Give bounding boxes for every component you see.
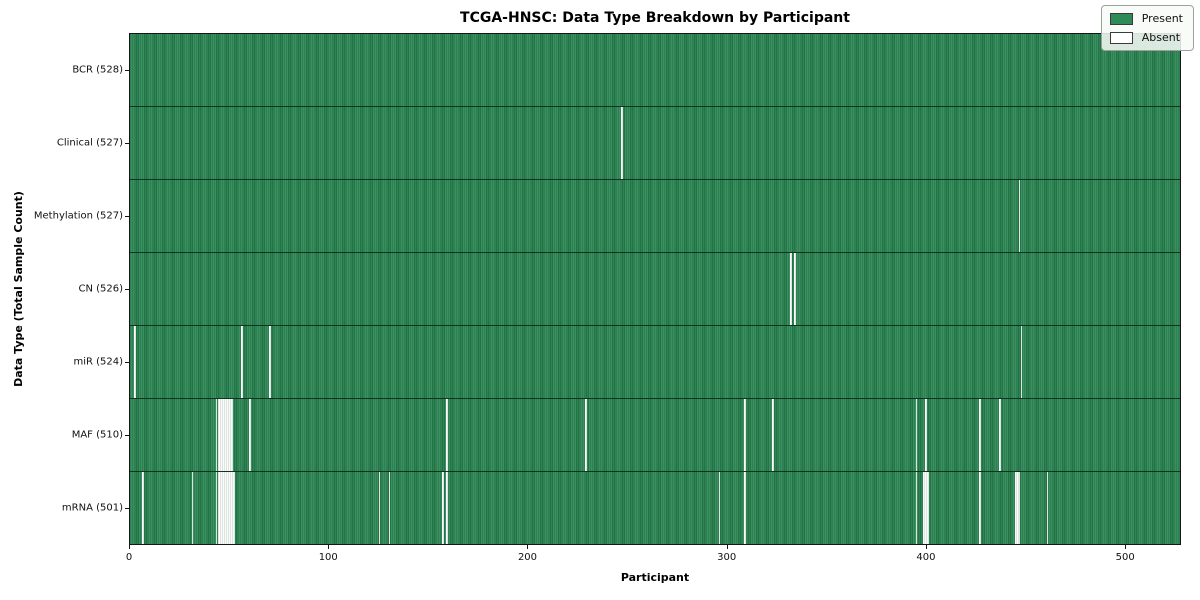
- absent-cell: [1018, 472, 1021, 544]
- legend-label: Present: [1141, 12, 1183, 25]
- absent-cell: [219, 399, 222, 471]
- absent-cell: [227, 472, 230, 544]
- absent-cell: [772, 399, 774, 471]
- x-tick-label: 100: [318, 552, 338, 563]
- absent-cell: [215, 472, 218, 544]
- x-tick-mark: [527, 545, 529, 549]
- absent-cell: [249, 399, 251, 471]
- absent-cell: [1016, 472, 1019, 544]
- absent-cell: [718, 472, 721, 544]
- y-tick-label-BCR: BCR (528): [72, 64, 123, 76]
- x-tick-label: 200: [517, 552, 538, 563]
- absent-cell: [133, 326, 136, 398]
- absent-cell: [979, 472, 981, 544]
- absent-cell: [621, 107, 623, 179]
- absent-cell: [223, 399, 226, 471]
- y-tick-mark: [125, 435, 129, 437]
- absent-cell: [915, 472, 918, 544]
- chart-title: TCGA-HNSC: Data Type Breakdown by Partic…: [460, 10, 850, 26]
- absent-cell: [585, 399, 587, 471]
- absent-cell: [925, 472, 928, 544]
- heatmap-row-CN: [130, 252, 1180, 325]
- x-tick-mark: [129, 545, 130, 549]
- y-tick-label-Clinical: Clinical (527): [56, 137, 123, 149]
- y-tick-mark: [125, 142, 129, 144]
- absent-cell: [979, 399, 981, 471]
- legend-item-absent: Absent: [1109, 31, 1183, 44]
- absent-cell: [1020, 326, 1023, 398]
- legend-item-present: Present: [1109, 12, 1183, 25]
- legend-label: Absent: [1141, 31, 1181, 44]
- y-tick-mark: [125, 508, 129, 510]
- legend: Present Absent: [1100, 5, 1194, 51]
- heatmap-row-Clinical: [130, 106, 1180, 179]
- x-tick-label: 300: [717, 552, 737, 563]
- absent-cell: [215, 399, 218, 471]
- absent-cell: [927, 472, 930, 544]
- heatmap-row-miR: [130, 325, 1180, 398]
- x-tick-mark: [726, 545, 728, 549]
- legend-swatch-present: [1109, 12, 1133, 25]
- absent-cell: [241, 326, 243, 398]
- absent-cell: [229, 472, 231, 544]
- x-tick-label: 500: [1115, 552, 1135, 563]
- y-tick-label-CN: CN (526): [78, 283, 123, 295]
- absent-cell: [141, 472, 144, 544]
- absent-cell: [269, 326, 271, 398]
- y-tick-label-Methylation: Methylation (527): [33, 210, 123, 222]
- legend-swatch-absent: [1109, 31, 1133, 44]
- absent-cell: [223, 472, 226, 544]
- absent-cell: [219, 472, 222, 544]
- y-tick-mark: [125, 362, 129, 364]
- absent-cell: [999, 399, 1001, 471]
- x-tick-label: 400: [916, 552, 936, 563]
- absent-cell: [217, 399, 220, 471]
- y-tick-label-mRNA: mRNA (501): [61, 502, 123, 514]
- x-tick-mark: [925, 545, 927, 549]
- absent-cell: [229, 399, 231, 471]
- y-axis-label: Data Type (Total Sample Count): [12, 191, 25, 387]
- absent-cell: [442, 472, 444, 544]
- heatmap-row-mRNA: [130, 471, 1180, 544]
- y-tick-label-MAF: MAF (510): [71, 429, 123, 441]
- absent-cell: [1018, 180, 1021, 252]
- absent-cell: [217, 472, 220, 544]
- y-tick-mark: [125, 69, 129, 71]
- absent-cell: [231, 399, 233, 471]
- absent-cell: [446, 399, 448, 471]
- x-axis-label: Participant: [620, 571, 690, 584]
- absent-cell: [233, 472, 235, 544]
- absent-cell: [225, 399, 228, 471]
- absent-cell: [221, 399, 224, 471]
- heatmap-row-MAF: [130, 398, 1180, 471]
- absent-cell: [744, 472, 747, 544]
- absent-cell: [744, 399, 747, 471]
- absent-cell: [388, 472, 391, 544]
- absent-cell: [925, 399, 928, 471]
- x-tick-label: 0: [125, 552, 133, 563]
- heatmap-row-BCR: [130, 34, 1180, 106]
- y-tick-mark: [125, 289, 129, 290]
- absent-cell: [915, 399, 918, 471]
- absent-cell: [1014, 472, 1017, 544]
- absent-cell: [923, 472, 926, 544]
- x-tick-mark: [1125, 545, 1127, 549]
- absent-cell: [227, 399, 230, 471]
- y-tick-label-miR: miR (524): [73, 356, 123, 368]
- absent-cell: [446, 472, 448, 544]
- absent-cell: [191, 472, 194, 544]
- absent-cell: [225, 472, 228, 544]
- absent-cell: [794, 253, 796, 325]
- absent-cell: [378, 472, 381, 544]
- plot-area: [129, 33, 1181, 545]
- absent-cell: [231, 472, 233, 544]
- absent-cell: [221, 472, 224, 544]
- y-tick-mark: [125, 215, 129, 217]
- heatmap-row-Methylation: [130, 179, 1180, 252]
- absent-cell: [790, 253, 792, 325]
- absent-cell: [1046, 472, 1049, 544]
- x-tick-mark: [328, 545, 330, 549]
